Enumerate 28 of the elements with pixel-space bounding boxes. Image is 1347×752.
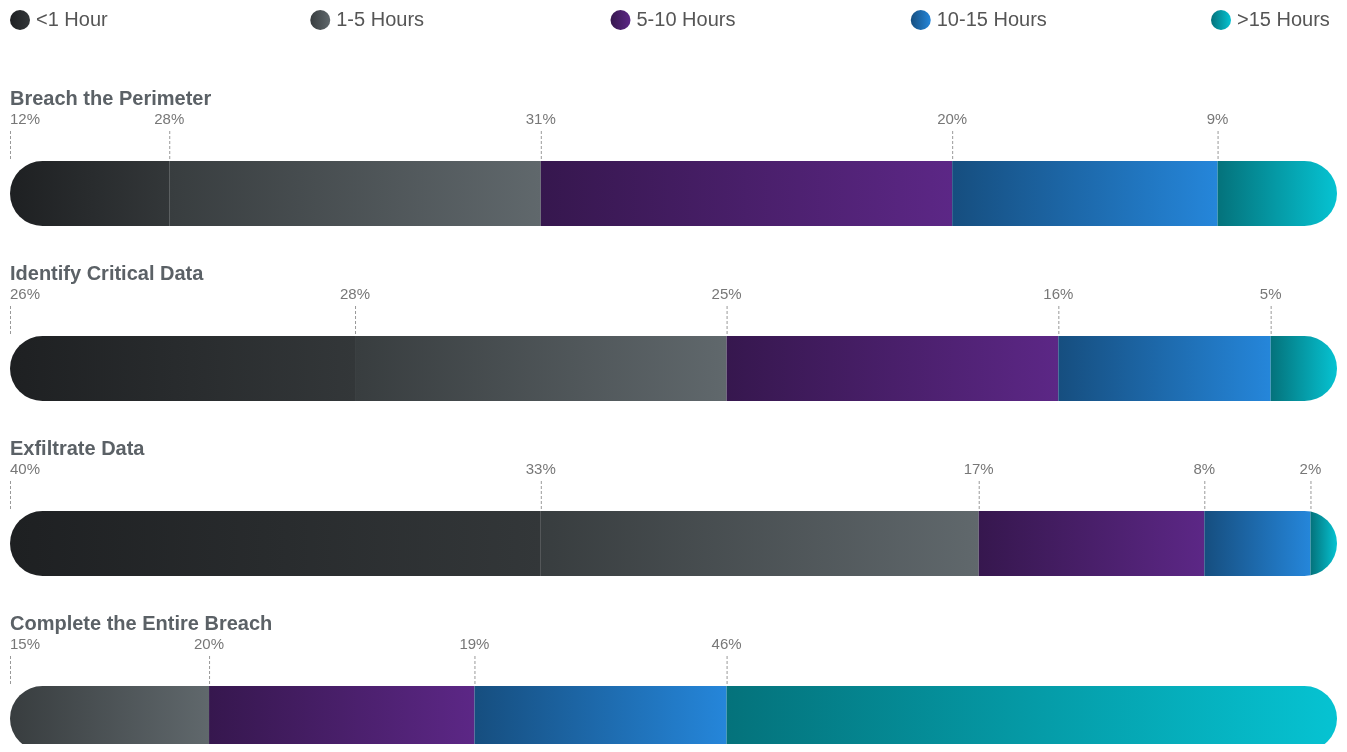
data-label: 8%	[1193, 460, 1216, 477]
data-label: 40%	[10, 460, 41, 477]
data-label: 17%	[963, 460, 994, 477]
data-label: 31%	[525, 110, 556, 127]
data-label: 20%	[937, 110, 968, 127]
data-label: 28%	[154, 110, 185, 127]
y-tick-label: Identify Critical Data	[10, 262, 205, 284]
data-label: 16%	[1043, 285, 1074, 302]
data-label: 5%	[1259, 285, 1282, 302]
y-tick-label: Complete the Entire Breach	[10, 612, 273, 634]
data-label: 19%	[459, 635, 490, 652]
data-label: 33%	[525, 460, 556, 477]
data-label: 12%	[10, 110, 41, 127]
legend-label: 5-10 Hours	[636, 8, 736, 30]
data-label: 9%	[1206, 110, 1229, 127]
y-tick-label: Exfiltrate Data	[10, 437, 146, 459]
legend-label: <1 Hour	[36, 8, 109, 30]
data-label: 46%	[711, 635, 742, 652]
data-label: 15%	[10, 635, 41, 652]
legend-label: >15 Hours	[1237, 8, 1330, 30]
data-label: 2%	[1299, 460, 1322, 477]
data-label: 28%	[340, 285, 371, 302]
y-tick-label: Breach the Perimeter	[10, 87, 212, 109]
data-label: 26%	[10, 285, 41, 302]
legend-label: 1-5 Hours	[336, 8, 425, 30]
data-label: 25%	[711, 285, 742, 302]
legend-label: 10-15 Hours	[936, 8, 1047, 30]
data-label: 20%	[194, 635, 225, 652]
